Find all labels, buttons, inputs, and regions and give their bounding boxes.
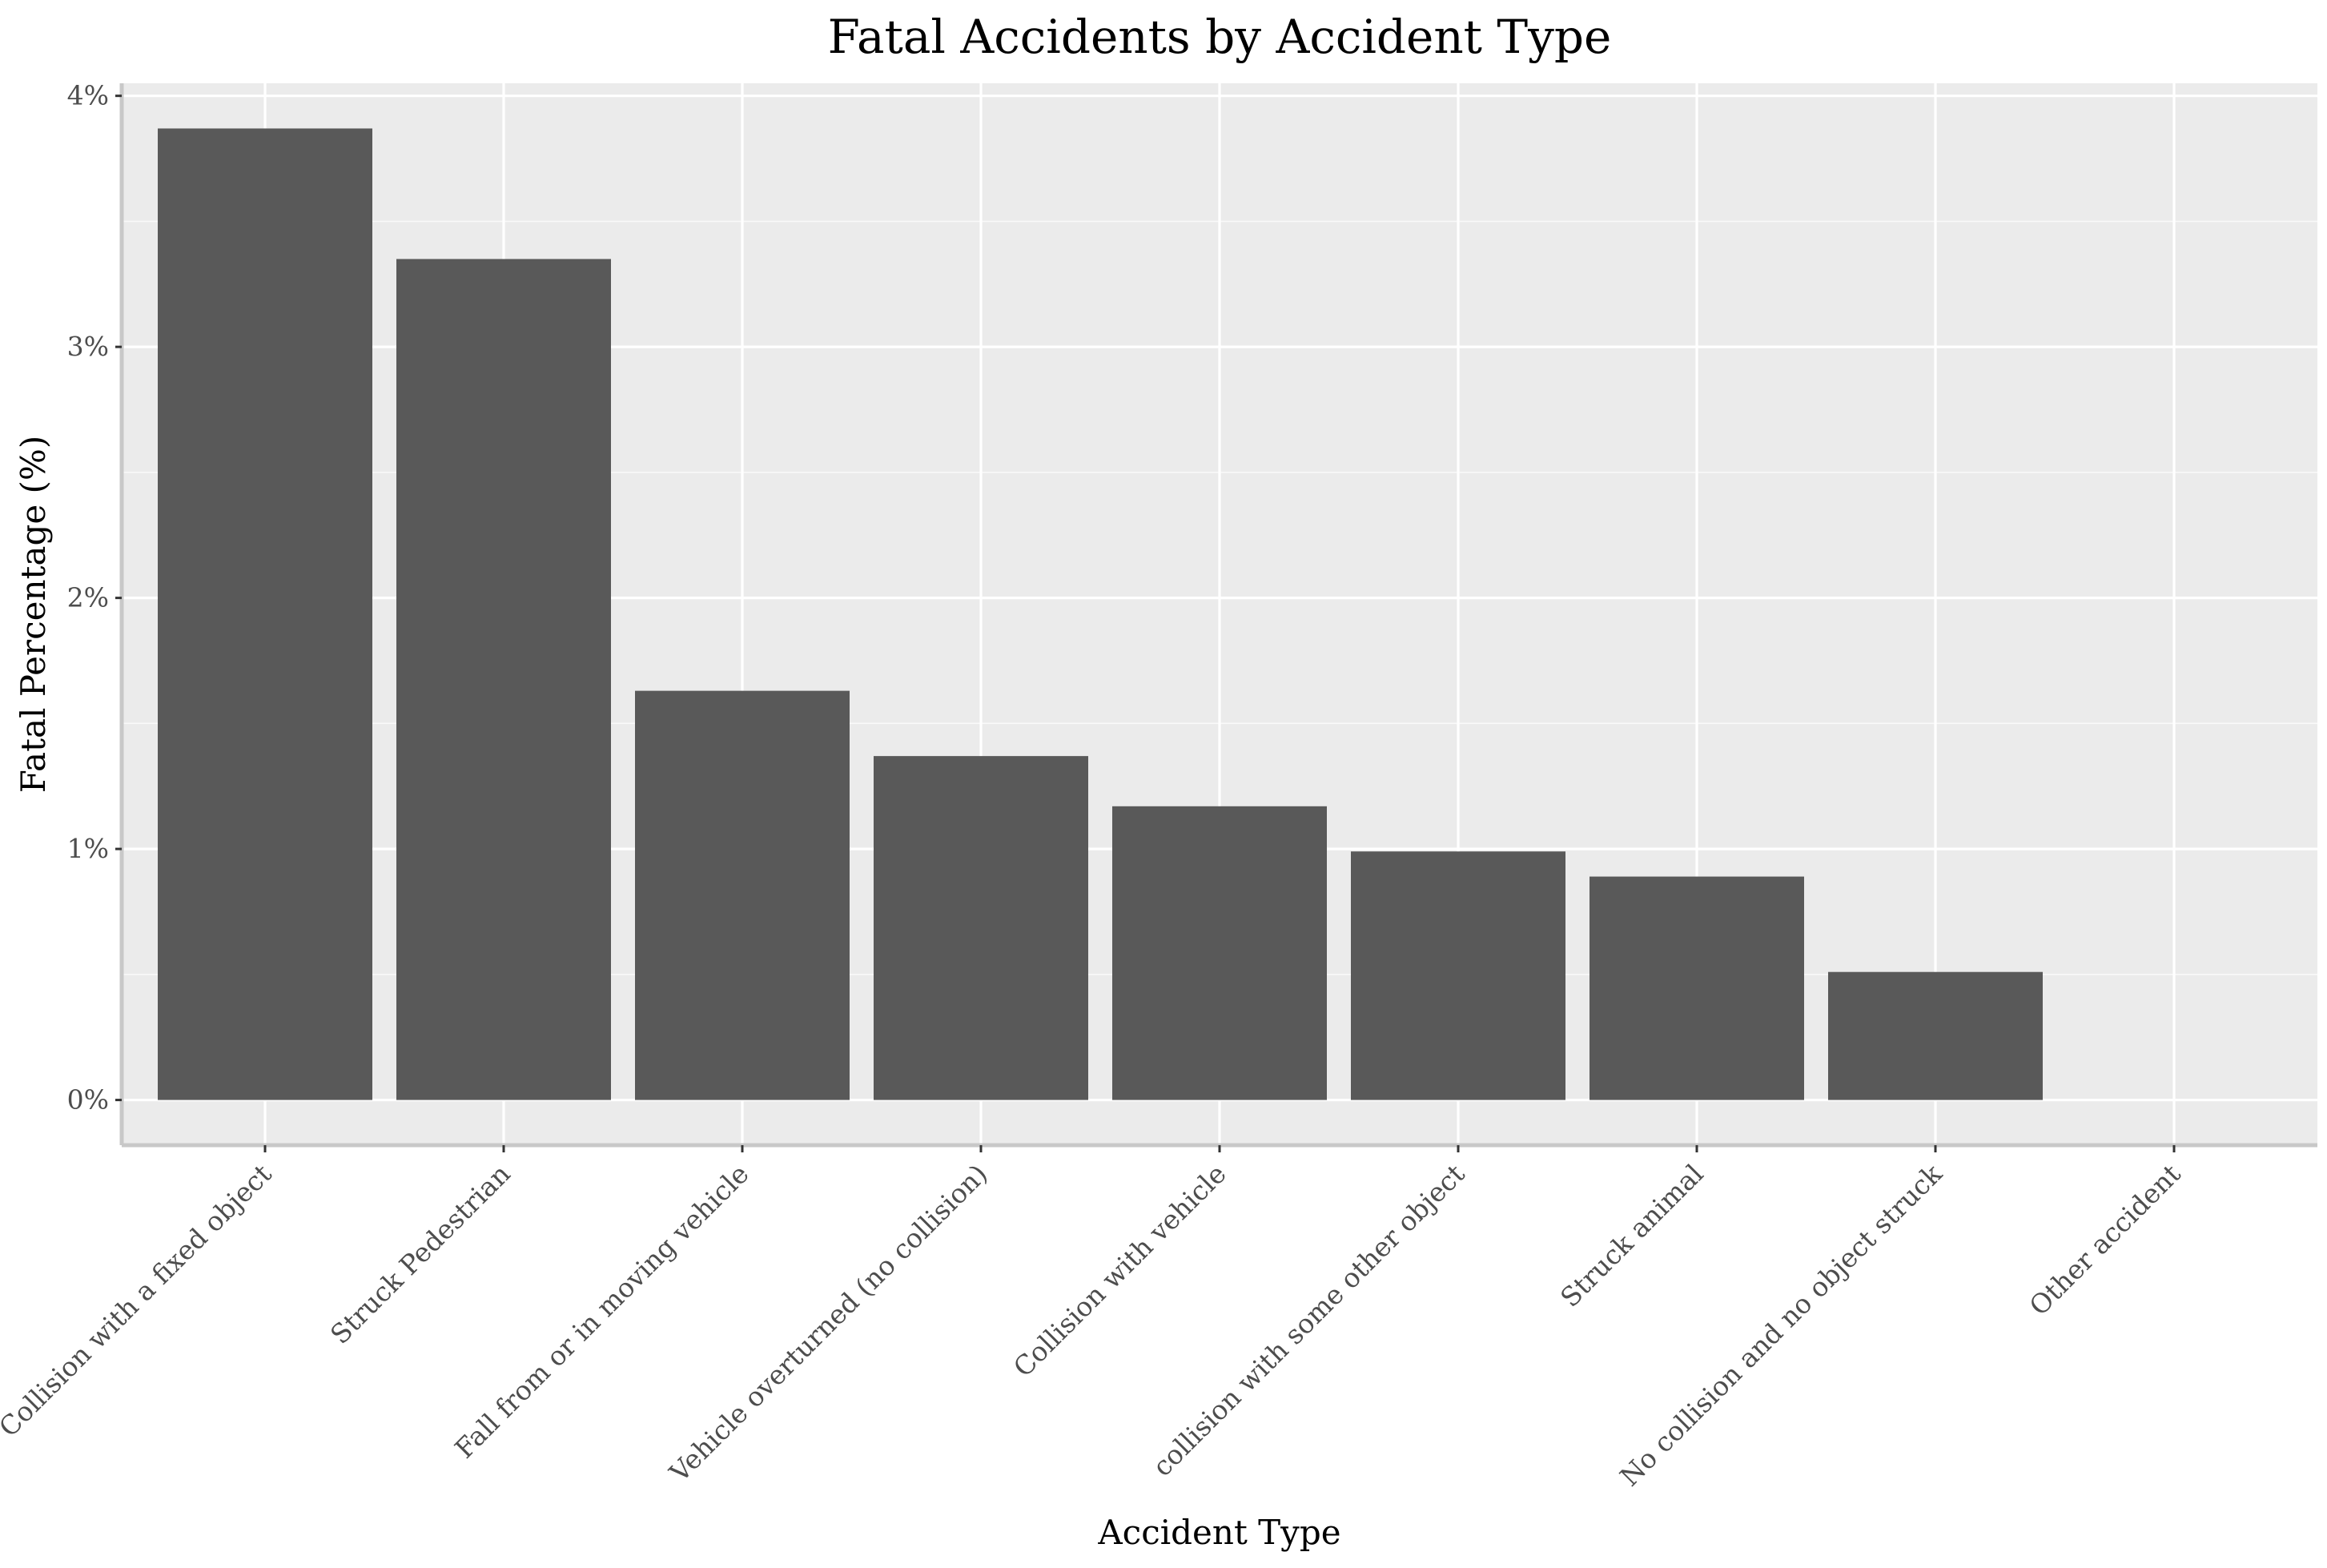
bar	[1351, 851, 1565, 1100]
bar	[1112, 806, 1327, 1100]
y-tick-label: 2%	[67, 582, 109, 613]
chart-title: Fatal Accidents by Accident Type	[828, 10, 1612, 64]
y-tick-label: 1%	[67, 833, 109, 864]
bar	[1828, 971, 2043, 1100]
y-tick-label: 0%	[67, 1084, 109, 1116]
x-tick-label: Other accident	[2023, 1158, 2186, 1321]
bar	[1590, 876, 1804, 1100]
x-tick-label: Collision with vehicle	[1007, 1158, 1232, 1383]
x-tick-label: Collision with a fixed object	[0, 1158, 278, 1443]
x-tick-label: Struck Pedestrian	[324, 1158, 516, 1350]
x-axis-title: Accident Type	[1097, 1513, 1340, 1552]
y-axis-title: Fatal Percentage (%)	[14, 436, 53, 793]
x-tick-label: Fall from or in moving vehicle	[448, 1158, 754, 1464]
bars	[158, 128, 2043, 1100]
bar	[158, 128, 372, 1100]
bar	[396, 259, 611, 1100]
y-tick-label: 3%	[67, 331, 109, 362]
bar	[874, 756, 1088, 1100]
bar	[635, 690, 850, 1100]
y-tick-label: 4%	[67, 80, 109, 111]
x-tick-label: Struck animal	[1554, 1158, 1710, 1313]
